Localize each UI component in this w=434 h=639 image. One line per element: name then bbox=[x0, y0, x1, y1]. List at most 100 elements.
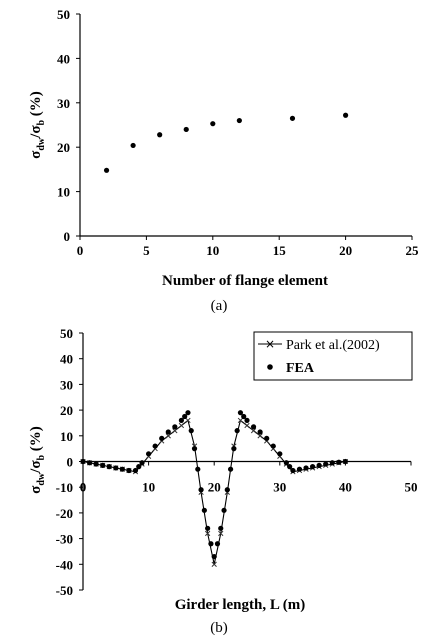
data-point-fea bbox=[132, 467, 139, 474]
y-tick-label-b: -30 bbox=[56, 532, 73, 547]
y-tick-label-b: -40 bbox=[56, 557, 73, 572]
chart-a-axes bbox=[79, 14, 412, 237]
y-tick-label-b: -10 bbox=[56, 480, 73, 495]
y-tick-label-b: -20 bbox=[56, 506, 73, 521]
data-point-fea bbox=[188, 428, 194, 434]
x-tick-label-a: 15 bbox=[273, 243, 287, 258]
data-point-fea bbox=[329, 460, 335, 466]
data-point-fea bbox=[93, 461, 99, 467]
chart-b-xlabel: Girder length, L (m) bbox=[175, 597, 306, 613]
chart-a-x-ticks: 0 5 10 15 20 25 bbox=[77, 236, 419, 258]
x-tick-label-a: 5 bbox=[143, 243, 150, 258]
chart-b-x-ticks: 0 10 20 30 40 50 bbox=[80, 461, 418, 495]
chart-b-y-ticks: -50 -40 -30 -20 -10 0 10 20 30 40 50 bbox=[56, 326, 83, 598]
data-point-fea bbox=[182, 413, 188, 420]
data-point-fea bbox=[146, 451, 152, 457]
data-point-fea bbox=[195, 466, 201, 472]
data-point-park bbox=[211, 561, 217, 567]
x-tick-label-a: 25 bbox=[406, 243, 420, 258]
chart-a-y-ticks: 0 10 20 30 40 50 bbox=[57, 7, 80, 244]
data-point-fea bbox=[214, 541, 221, 547]
data-point-fea bbox=[198, 487, 204, 493]
legend-park-label: Park et al.(2002) bbox=[286, 338, 380, 353]
data-point-fea bbox=[113, 465, 119, 471]
data-point-fea bbox=[257, 429, 263, 435]
data-point bbox=[343, 112, 349, 118]
data-point-park bbox=[244, 422, 250, 429]
data-point-fea bbox=[86, 460, 93, 466]
chart-a-series bbox=[103, 112, 349, 173]
data-point bbox=[289, 115, 296, 121]
data-point-fea bbox=[106, 464, 112, 470]
data-point-fea bbox=[336, 459, 342, 465]
y-tick-label-a: 10 bbox=[57, 185, 70, 200]
chart-a-xlabel: Number of flange element bbox=[162, 273, 328, 289]
legend-fea-marker bbox=[267, 364, 273, 370]
data-point bbox=[157, 132, 163, 138]
data-point-fea bbox=[323, 461, 329, 467]
y-tick-label-b: 30 bbox=[60, 377, 73, 392]
data-point-fea bbox=[237, 410, 244, 416]
data-point-fea bbox=[234, 428, 240, 434]
x-tick-label-a: 10 bbox=[206, 243, 219, 258]
data-point-fea bbox=[201, 507, 207, 513]
data-point-fea bbox=[152, 443, 158, 449]
data-point-park bbox=[172, 428, 178, 434]
data-point-fea bbox=[211, 553, 217, 560]
data-point bbox=[183, 126, 189, 133]
data-point bbox=[103, 167, 110, 173]
data-point-park bbox=[218, 530, 224, 537]
data-point-fea bbox=[296, 466, 303, 472]
data-point-fea bbox=[165, 429, 171, 435]
data-point-park bbox=[204, 530, 211, 537]
data-point-fea bbox=[244, 417, 250, 423]
x-tick-label-b: 20 bbox=[208, 480, 221, 495]
y-tick-label-b: 20 bbox=[60, 403, 73, 418]
y-tick-label-b: 50 bbox=[60, 326, 73, 341]
data-point-park bbox=[185, 417, 191, 424]
data-point-fea bbox=[283, 460, 289, 466]
data-point-park bbox=[257, 433, 263, 439]
chart-panel-b: 0 10 20 30 40 50 -50 -40 -30 -20 -10 0 10 20 30 40 50 ×… bbox=[28, 326, 418, 636]
data-point-fea bbox=[208, 541, 214, 547]
data-point-fea bbox=[290, 467, 296, 474]
legend-box bbox=[253, 331, 413, 381]
data-point-fea bbox=[205, 525, 211, 531]
chart-b-ylabel: σdw/σb (%) bbox=[28, 426, 47, 494]
data-point-park bbox=[237, 417, 244, 424]
data-point-fea bbox=[250, 424, 257, 430]
data-point-fea bbox=[287, 464, 293, 470]
data-point-fea bbox=[126, 467, 132, 474]
data-point-fea bbox=[221, 507, 227, 513]
chart-b-panel-label: (b) bbox=[210, 620, 228, 636]
data-point-fea bbox=[218, 525, 224, 531]
y-tick-label-b: 0 bbox=[67, 455, 74, 470]
y-tick-label-a: 30 bbox=[57, 96, 70, 111]
x-tick-label-a: 0 bbox=[77, 243, 84, 258]
data-point-fea bbox=[303, 465, 309, 471]
x-tick-label-b: 50 bbox=[405, 480, 418, 495]
data-point-fea bbox=[185, 410, 191, 416]
data-point-fea bbox=[191, 446, 198, 452]
y-tick-label-a: 50 bbox=[57, 7, 70, 22]
data-point-fea bbox=[316, 462, 322, 468]
data-point-fea bbox=[119, 466, 125, 472]
chart-panel-a: 0 5 10 15 20 25 0 10 20 30 40 50 Number of flange … bbox=[28, 7, 419, 314]
data-point-fea bbox=[241, 413, 247, 420]
x-tick-label-b: 40 bbox=[339, 480, 352, 495]
data-point bbox=[210, 121, 216, 127]
x-tick-label-a: 20 bbox=[339, 243, 352, 258]
data-point-fea bbox=[270, 443, 276, 449]
data-point-fea bbox=[139, 460, 145, 466]
data-point-fea bbox=[172, 424, 178, 430]
data-point bbox=[130, 142, 136, 149]
data-point-fea bbox=[80, 458, 86, 465]
data-point-fea bbox=[228, 466, 234, 472]
data-point bbox=[236, 117, 242, 124]
chart-a-ylabel: σdw/σb (%) bbox=[28, 91, 47, 159]
chart-b-series-fea bbox=[80, 410, 348, 560]
data-point-fea bbox=[159, 435, 165, 441]
y-tick-label-b: -50 bbox=[56, 583, 73, 598]
data-point-fea bbox=[224, 487, 230, 493]
data-point-fea bbox=[277, 451, 283, 457]
